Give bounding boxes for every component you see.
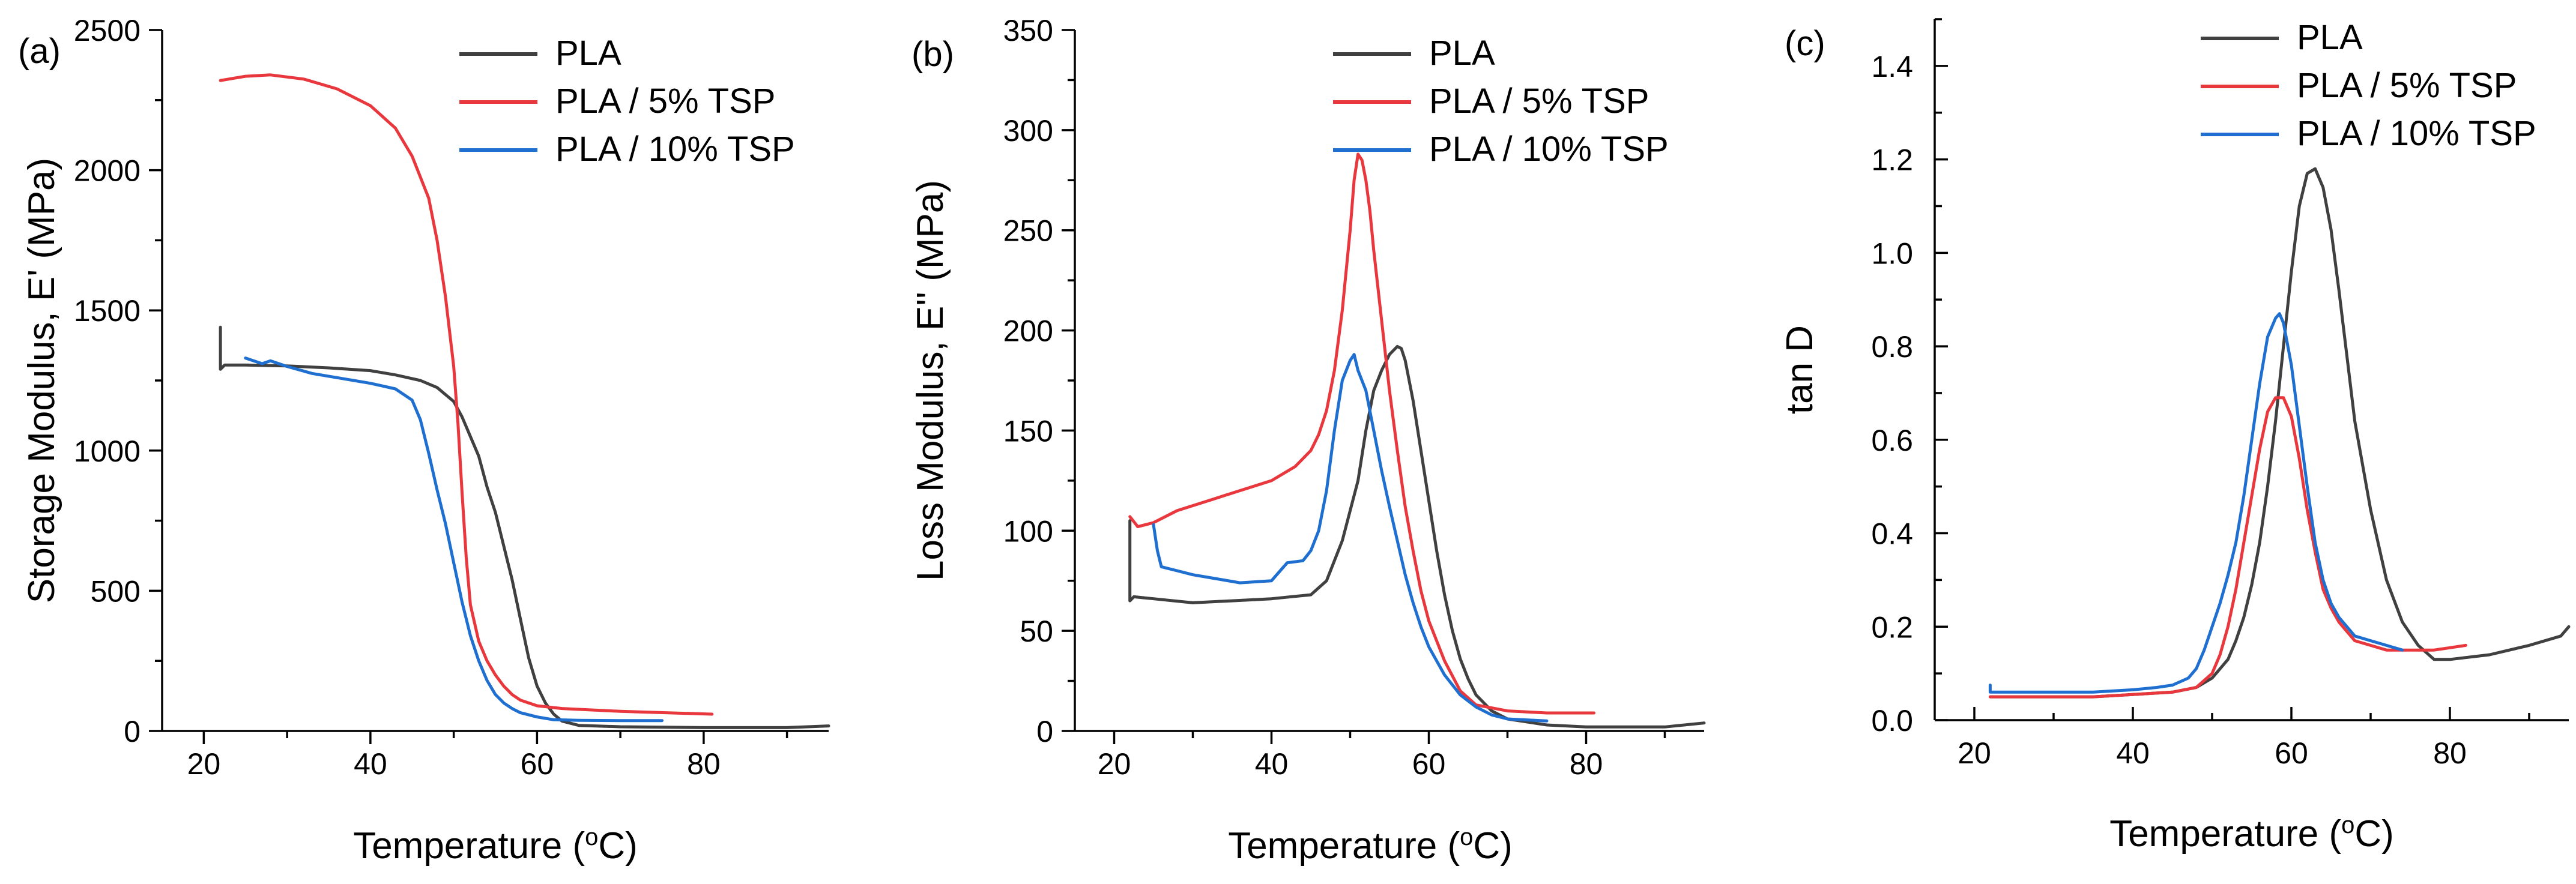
x-tick-label: 80 <box>2433 736 2467 770</box>
y-tick-label: 1.2 <box>1871 143 1913 177</box>
y-tick-label: 0.8 <box>1871 330 1913 364</box>
y-tick-label: 0.6 <box>1871 424 1913 457</box>
y-tick-label: 250 <box>1003 214 1053 248</box>
legend-label-1: PLA <box>555 34 621 73</box>
y-tick-label: 200 <box>1003 314 1053 348</box>
y-tick-label: 1.0 <box>1871 236 1913 270</box>
legend-label-1: PLA <box>1429 34 1495 73</box>
legend-label-2: PLA / 5% TSP <box>1429 82 1649 121</box>
y-tick-label: 0.2 <box>1871 610 1913 644</box>
x-tick-label: 20 <box>187 747 221 781</box>
series-line-1 <box>1128 344 1706 729</box>
panel-label: (c) <box>1785 24 1825 63</box>
y-tick-label: 1500 <box>74 294 141 328</box>
y-tick-label: 300 <box>1003 114 1053 148</box>
y-tick-label: 2000 <box>74 154 141 188</box>
y-axis-title: Loss Modulus, E'' (MPa) <box>910 180 951 581</box>
x-tick-label: 80 <box>1570 747 1603 781</box>
series-line-3 <box>1988 312 2404 694</box>
x-tick-label: 40 <box>354 747 387 781</box>
y-tick-label: 50 <box>1020 615 1053 648</box>
legend: PLA PLA / 5% TSP PLA / 10% TSP <box>459 34 795 169</box>
series-line-3 <box>244 356 664 723</box>
series-line-2 <box>1128 152 1596 715</box>
x-tick-label: 60 <box>521 747 554 781</box>
x-tick-label: 40 <box>1255 747 1289 781</box>
x-tick-label: 60 <box>2275 736 2308 770</box>
y-tick-label: 1.4 <box>1871 50 1913 83</box>
x-axis-title: Temperature (oC) <box>2109 812 2394 855</box>
series-line-1 <box>1988 167 2571 699</box>
y-tick-label: 0 <box>124 715 141 748</box>
y-tick-label: 150 <box>1003 414 1053 448</box>
legend-label-1: PLA <box>2297 18 2363 57</box>
y-tick-label: 350 <box>1003 14 1053 47</box>
x-axis-title: Temperature (oC) <box>353 824 638 867</box>
panel-label: (b) <box>912 35 954 74</box>
y-tick-label: 500 <box>91 574 141 608</box>
y-tick-label: 100 <box>1003 514 1053 548</box>
y-axis-title: Storage Modulus, E' (MPa) <box>21 158 62 603</box>
legend-label-3: PLA / 10% TSP <box>555 130 795 169</box>
x-axis-title: Temperature (oC) <box>1228 824 1513 867</box>
series-line-2 <box>219 73 714 716</box>
x-tick-label: 60 <box>1412 747 1446 781</box>
legend-label-2: PLA / 5% TSP <box>2297 66 2517 105</box>
y-tick-label: 1000 <box>74 434 141 468</box>
chart-panel-1: 20 40 60 80 0 500 1000 1500 2000 2500 PLA PLA / 5% … <box>18 14 830 867</box>
y-tick-label: 0 <box>1036 715 1053 748</box>
series-line-2 <box>1988 396 2467 699</box>
y-tick-label: 0.4 <box>1871 517 1913 551</box>
x-tick-label: 20 <box>1958 736 1991 770</box>
series-line-1 <box>219 325 830 729</box>
y-axis-title: tan D <box>1779 325 1821 414</box>
legend-label-2: PLA / 5% TSP <box>555 82 775 121</box>
x-tick-label: 80 <box>687 747 721 781</box>
x-tick-label: 40 <box>2116 736 2150 770</box>
legend: PLA PLA / 5% TSP PLA / 10% TSP <box>1333 34 1669 169</box>
legend: PLA PLA / 5% TSP PLA / 10% TSP <box>2201 18 2536 153</box>
series-line-3 <box>1152 353 1549 723</box>
chart-panel-2: 20 40 60 80 0 50 100 150 200 250 300 350 PLA PLA / 5%… <box>910 14 1706 867</box>
x-tick-label: 20 <box>1098 747 1131 781</box>
panel-label: (a) <box>18 32 61 71</box>
legend-label-3: PLA / 10% TSP <box>1429 130 1669 169</box>
legend-label-3: PLA / 10% TSP <box>2297 114 2536 153</box>
y-tick-label: 2500 <box>74 14 141 47</box>
chart-panel-3: 20 40 60 80 0.0 0.2 0.4 0.6 0.8 1.0 1.2 1.4 PLA PLA /… <box>1779 18 2571 855</box>
y-tick-label: 0.0 <box>1871 704 1913 738</box>
